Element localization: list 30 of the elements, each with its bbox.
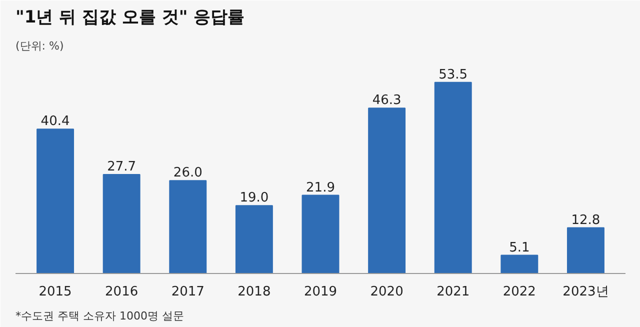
x-tick-label: 2018 bbox=[238, 284, 271, 300]
data-label: 53.5 bbox=[438, 67, 468, 82]
x-tick-label: 2023년 bbox=[562, 284, 609, 300]
chart-subtitle: (단위: %) bbox=[16, 40, 64, 52]
data-label: 21.9 bbox=[306, 180, 335, 196]
bar bbox=[302, 194, 340, 274]
chart-title: "1년 뒤 집값 오를 것" 응답률 bbox=[16, 8, 245, 28]
text: *수도권 주택 소유자 1000명 설문 bbox=[16, 310, 184, 322]
x-tick-label: 2017 bbox=[171, 284, 204, 300]
data-label: 27.7 bbox=[107, 160, 136, 175]
bar bbox=[566, 227, 604, 274]
bar bbox=[368, 108, 406, 274]
x-tick-label: 2019 bbox=[304, 284, 338, 300]
data-label: 5.1 bbox=[509, 240, 530, 256]
bar bbox=[102, 174, 140, 274]
data-label: 40.4 bbox=[40, 114, 70, 130]
data-label: 46.3 bbox=[372, 93, 402, 108]
bar bbox=[235, 205, 273, 274]
x-tick-label: 2022 bbox=[502, 284, 536, 300]
data-label: 26.0 bbox=[173, 166, 202, 181]
data-label: 12.8 bbox=[571, 212, 600, 228]
x-tick-label: 2020 bbox=[370, 284, 404, 300]
data-label: 19.0 bbox=[240, 190, 269, 206]
x-tick-label: 2021 bbox=[436, 284, 470, 300]
bar bbox=[36, 128, 74, 274]
bar bbox=[169, 180, 207, 274]
bar bbox=[434, 82, 472, 274]
x-tick-label: 2016 bbox=[105, 284, 138, 300]
bar bbox=[500, 254, 538, 274]
x-tick-label: 2015 bbox=[38, 284, 72, 300]
